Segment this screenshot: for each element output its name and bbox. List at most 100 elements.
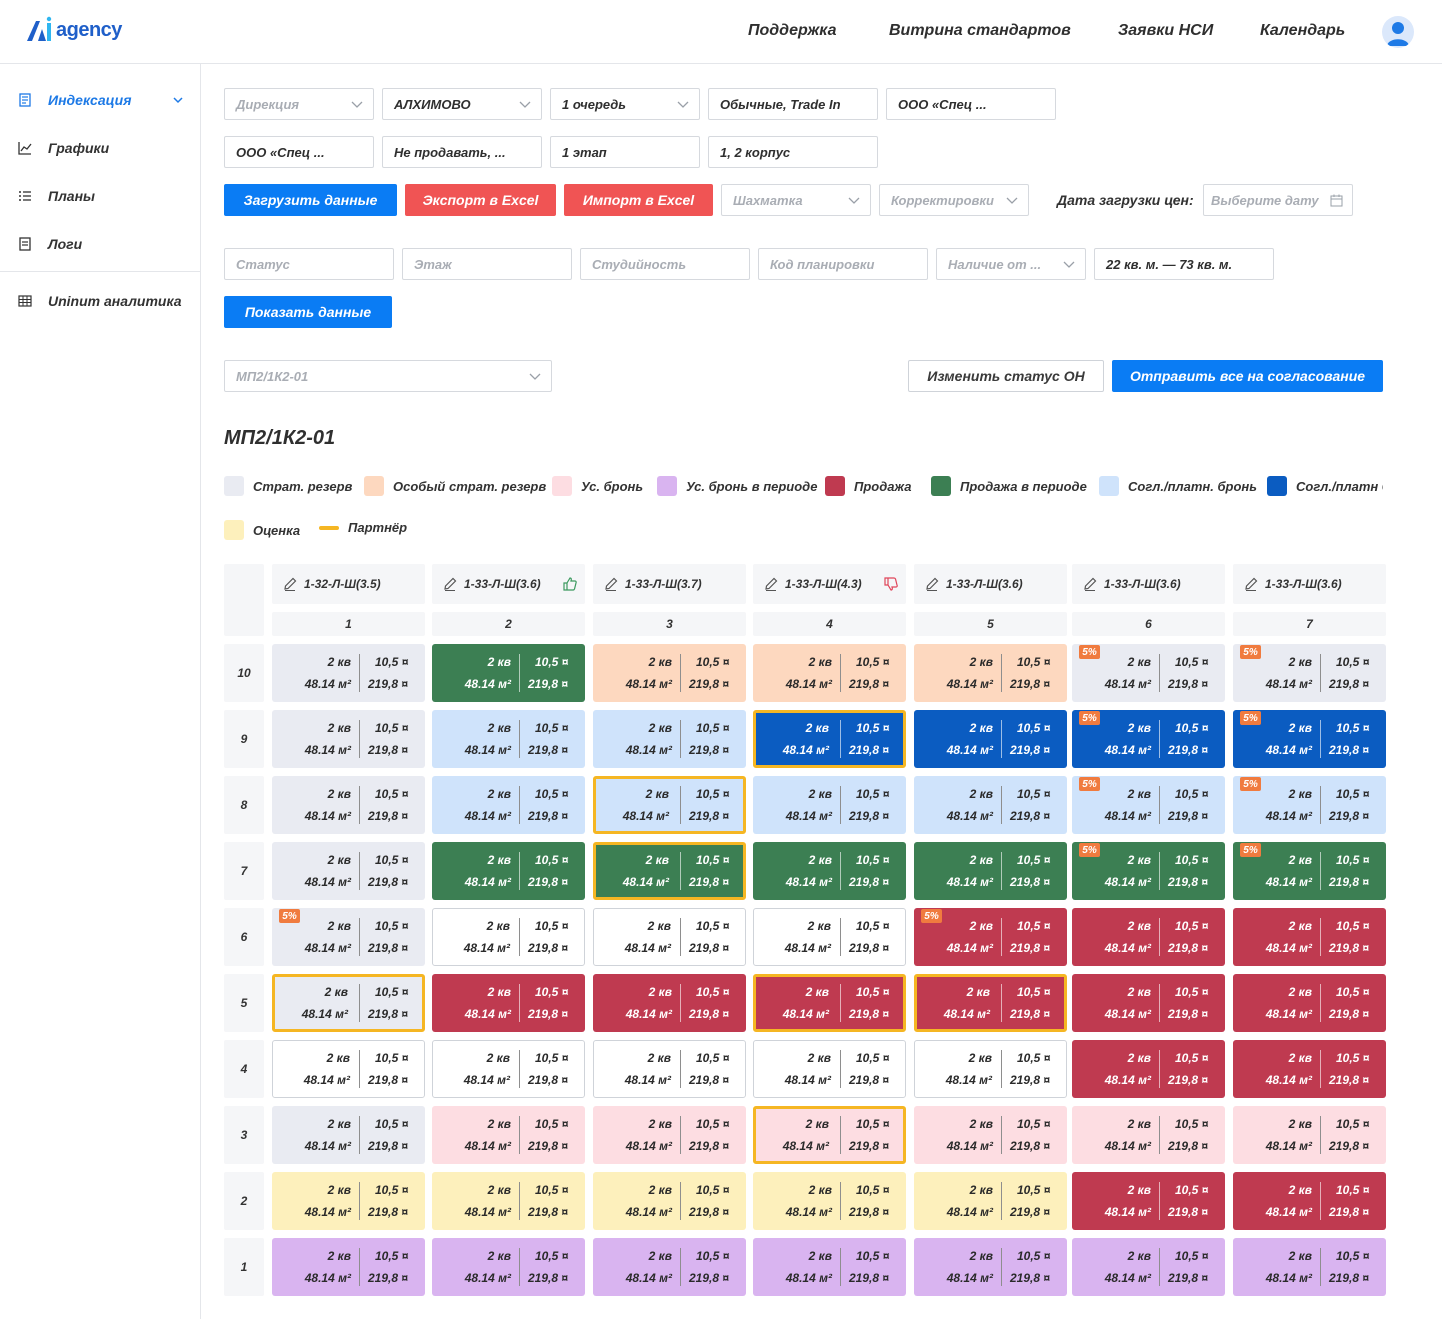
apartment-cell[interactable]: 2 кв 48.14 м² 10,5 ¤ 219,8 ¤ <box>593 908 746 966</box>
apartment-cell[interactable]: 2 кв 48.14 м² 10,5 ¤ 219,8 ¤ 5% <box>1233 776 1386 834</box>
edit-icon[interactable] <box>282 576 298 592</box>
apartment-cell[interactable]: 2 кв 48.14 м² 10,5 ¤ 219,8 ¤ <box>914 842 1067 900</box>
apartment-cell[interactable]: 2 кв 48.14 м² 10,5 ¤ 219,8 ¤ <box>753 1172 906 1230</box>
column-header[interactable]: 1-33-Л-Ш(4.3) <box>753 564 906 604</box>
section-select[interactable]: МП2/1К2-01 <box>224 360 552 392</box>
sale-type-select[interactable]: Обычные, Trade In <box>708 88 878 120</box>
nav-standards[interactable]: Витрина стандартов <box>889 22 1071 39</box>
apartment-cell[interactable]: 2 кв 48.14 м² 10,5 ¤ 219,8 ¤ <box>1233 1172 1386 1230</box>
apartment-cell[interactable]: 2 кв 48.14 м² 10,5 ¤ 219,8 ¤ <box>432 974 585 1032</box>
area-range-input[interactable]: 22 кв. м. — 73 кв. м. <box>1094 248 1274 280</box>
column-header[interactable]: 1-32-Л-Ш(3.5) <box>272 564 425 604</box>
import-excel-button[interactable]: Импорт в Excel <box>564 184 713 216</box>
apartment-cell[interactable]: 2 кв 48.14 м² 10,5 ¤ 219,8 ¤ 5% <box>1233 644 1386 702</box>
show-data-button[interactable]: Показать данные <box>224 296 392 328</box>
apartment-cell[interactable]: 2 кв 48.14 м² 10,5 ¤ 219,8 ¤ <box>593 1106 746 1164</box>
apartment-cell[interactable]: 2 кв 48.14 м² 10,5 ¤ 219,8 ¤ <box>914 1238 1067 1296</box>
sidebar-item-indexing[interactable]: Индексация <box>0 82 200 118</box>
apartment-cell[interactable]: 2 кв 48.14 м² 10,5 ¤ 219,8 ¤ <box>753 776 906 834</box>
apartment-cell[interactable]: 2 кв 48.14 м² 10,5 ¤ 219,8 ¤ 5% <box>1072 644 1225 702</box>
apartment-cell[interactable]: 2 кв 48.14 м² 10,5 ¤ 219,8 ¤ <box>593 1172 746 1230</box>
apartment-cell[interactable]: 2 кв 48.14 м² 10,5 ¤ 219,8 ¤ <box>753 974 906 1032</box>
edit-icon[interactable] <box>1082 576 1098 592</box>
apartment-cell[interactable]: 2 кв 48.14 м² 10,5 ¤ 219,8 ¤ <box>272 842 425 900</box>
logo[interactable]: agency <box>24 12 122 48</box>
apartment-cell[interactable]: 2 кв 48.14 м² 10,5 ¤ 219,8 ¤ <box>1233 1040 1386 1098</box>
apartment-cell[interactable]: 2 кв 48.14 м² 10,5 ¤ 219,8 ¤ <box>1072 1238 1225 1296</box>
company-select-2[interactable]: ООО «Спец ... <box>224 136 374 168</box>
edit-icon[interactable] <box>442 576 458 592</box>
layout-code-input[interactable]: Код планировки <box>758 248 928 280</box>
thumbs-up-icon[interactable] <box>562 576 578 592</box>
company-select-1[interactable]: ООО «Спец ... <box>886 88 1056 120</box>
edit-icon[interactable] <box>924 576 940 592</box>
apartment-cell[interactable]: 2 кв 48.14 м² 10,5 ¤ 219,8 ¤ <box>272 1172 425 1230</box>
nav-nsi-requests[interactable]: Заявки НСИ <box>1118 22 1214 39</box>
apartment-cell[interactable]: 2 кв 48.14 м² 10,5 ¤ 219,8 ¤ <box>1072 974 1225 1032</box>
thumbs-down-icon[interactable] <box>883 576 899 592</box>
studio-input[interactable]: Студийность <box>580 248 750 280</box>
apartment-cell[interactable]: 2 кв 48.14 м² 10,5 ¤ 219,8 ¤ <box>432 1040 585 1098</box>
stage-select[interactable]: 1 этап <box>550 136 700 168</box>
sidebar-item-plans[interactable]: Планы <box>0 178 200 214</box>
status-input[interactable]: Статус <box>224 248 394 280</box>
apartment-cell[interactable]: 2 кв 48.14 м² 10,5 ¤ 219,8 ¤ 5% <box>1072 776 1225 834</box>
apartment-cell[interactable]: 2 кв 48.14 м² 10,5 ¤ 219,8 ¤ <box>272 1238 425 1296</box>
apartment-cell[interactable]: 2 кв 48.14 м² 10,5 ¤ 219,8 ¤ <box>593 776 746 834</box>
sale-status-select[interactable]: Не продавать, ... <box>382 136 542 168</box>
building-select[interactable]: 1, 2 корпус <box>708 136 878 168</box>
apartment-cell[interactable]: 2 кв 48.14 м² 10,5 ¤ 219,8 ¤ <box>753 1040 906 1098</box>
apartment-cell[interactable]: 2 кв 48.14 м² 10,5 ¤ 219,8 ¤ <box>593 1238 746 1296</box>
apartment-cell[interactable]: 2 кв 48.14 м² 10,5 ¤ 219,8 ¤ <box>914 644 1067 702</box>
apartment-cell[interactable]: 2 кв 48.14 м² 10,5 ¤ 219,8 ¤ 5% <box>1072 710 1225 768</box>
queue-select[interactable]: 1 очередь <box>550 88 700 120</box>
apartment-cell[interactable]: 2 кв 48.14 м² 10,5 ¤ 219,8 ¤ <box>914 776 1067 834</box>
export-excel-button[interactable]: Экспорт в Excel <box>405 184 556 216</box>
apartment-cell[interactable]: 2 кв 48.14 м² 10,5 ¤ 219,8 ¤ 5% <box>1072 842 1225 900</box>
nav-support[interactable]: Поддержка <box>748 22 837 39</box>
column-header[interactable]: 1-33-Л-Ш(3.6) <box>1233 564 1386 604</box>
apartment-cell[interactable]: 2 кв 48.14 м² 10,5 ¤ 219,8 ¤ <box>432 710 585 768</box>
apartment-cell[interactable]: 2 кв 48.14 м² 10,5 ¤ 219,8 ¤ <box>432 842 585 900</box>
load-data-button[interactable]: Загрузить данные <box>224 184 397 216</box>
apartment-cell[interactable]: 2 кв 48.14 м² 10,5 ¤ 219,8 ¤ <box>1233 1106 1386 1164</box>
corrections-select[interactable]: Корректировки <box>879 184 1029 216</box>
apartment-cell[interactable]: 2 кв 48.14 м² 10,5 ¤ 219,8 ¤ <box>432 1238 585 1296</box>
apartment-cell[interactable]: 2 кв 48.14 м² 10,5 ¤ 219,8 ¤ <box>753 710 906 768</box>
availability-select[interactable]: Наличие от ... <box>936 248 1086 280</box>
apartment-cell[interactable]: 2 кв 48.14 м² 10,5 ¤ 219,8 ¤ <box>593 710 746 768</box>
apartment-cell[interactable]: 2 кв 48.14 м² 10,5 ¤ 219,8 ¤ <box>1072 908 1225 966</box>
column-header[interactable]: 1-33-Л-Ш(3.6) <box>914 564 1067 604</box>
apartment-cell[interactable]: 2 кв 48.14 м² 10,5 ¤ 219,8 ¤ <box>593 644 746 702</box>
change-status-button[interactable]: Изменить статус ОН <box>908 360 1104 392</box>
apartment-cell[interactable]: 2 кв 48.14 м² 10,5 ¤ 219,8 ¤ <box>593 1040 746 1098</box>
column-header[interactable]: 1-33-Л-Ш(3.7) <box>593 564 746 604</box>
apartment-cell[interactable]: 2 кв 48.14 м² 10,5 ¤ 219,8 ¤ <box>272 776 425 834</box>
nav-calendar[interactable]: Календарь <box>1260 22 1346 39</box>
apartment-cell[interactable]: 2 кв 48.14 м² 10,5 ¤ 219,8 ¤ <box>432 776 585 834</box>
apartment-cell[interactable]: 2 кв 48.14 м² 10,5 ¤ 219,8 ¤ <box>1233 974 1386 1032</box>
send-all-button[interactable]: Отправить все на согласование <box>1112 360 1383 392</box>
apartment-cell[interactable]: 2 кв 48.14 м² 10,5 ¤ 219,8 ¤ <box>753 644 906 702</box>
apartment-cell[interactable]: 2 кв 48.14 м² 10,5 ¤ 219,8 ¤ 5% <box>272 908 425 966</box>
direction-select[interactable]: Дирекция <box>224 88 374 120</box>
apartment-cell[interactable]: 2 кв 48.14 м² 10,5 ¤ 219,8 ¤ 5% <box>1233 710 1386 768</box>
apartment-cell[interactable]: 2 кв 48.14 м² 10,5 ¤ 219,8 ¤ <box>1233 1238 1386 1296</box>
column-header[interactable]: 1-33-Л-Ш(3.6) <box>1072 564 1225 604</box>
apartment-cell[interactable]: 2 кв 48.14 м² 10,5 ¤ 219,8 ¤ <box>753 1238 906 1296</box>
apartment-cell[interactable]: 2 кв 48.14 м² 10,5 ¤ 219,8 ¤ <box>593 974 746 1032</box>
apartment-cell[interactable]: 2 кв 48.14 м² 10,5 ¤ 219,8 ¤ <box>272 710 425 768</box>
apartment-cell[interactable]: 2 кв 48.14 м² 10,5 ¤ 219,8 ¤ <box>1072 1172 1225 1230</box>
edit-icon[interactable] <box>763 576 779 592</box>
avatar[interactable] <box>1382 16 1414 48</box>
apartment-cell[interactable]: 2 кв 48.14 м² 10,5 ¤ 219,8 ¤ <box>272 1106 425 1164</box>
edit-icon[interactable] <box>603 576 619 592</box>
apartment-cell[interactable]: 2 кв 48.14 м² 10,5 ¤ 219,8 ¤ <box>914 1172 1067 1230</box>
apartment-cell[interactable]: 2 кв 48.14 м² 10,5 ¤ 219,8 ¤ <box>914 1040 1067 1098</box>
apartment-cell[interactable]: 2 кв 48.14 м² 10,5 ¤ 219,8 ¤ <box>1072 1040 1225 1098</box>
project-select[interactable]: АЛХИМОВО <box>382 88 542 120</box>
chessboard-select[interactable]: Шахматка <box>721 184 871 216</box>
apartment-cell[interactable]: 2 кв 48.14 м² 10,5 ¤ 219,8 ¤ <box>272 974 425 1032</box>
apartment-cell[interactable]: 2 кв 48.14 м² 10,5 ¤ 219,8 ¤ <box>432 1106 585 1164</box>
apartment-cell[interactable]: 2 кв 48.14 м² 10,5 ¤ 219,8 ¤ 5% <box>1233 842 1386 900</box>
